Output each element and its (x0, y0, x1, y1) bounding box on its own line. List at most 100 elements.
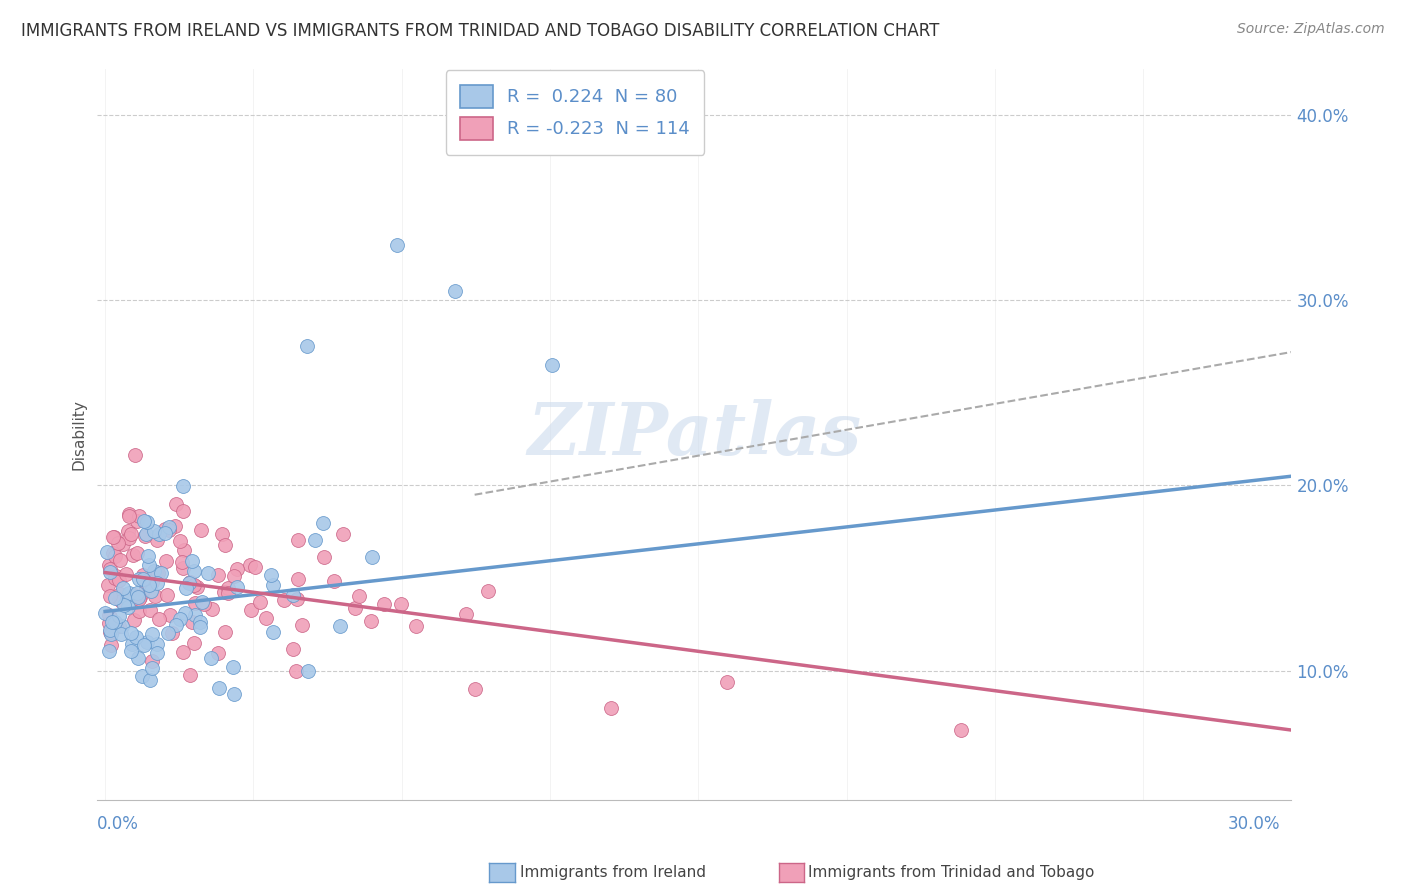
Point (273, 592, 295, 607)
Point (262, 577, 284, 591)
Point (156, 588, 179, 602)
Point (347, 589, 370, 603)
Point (184, 596, 207, 610)
Point (193, 597, 215, 611)
Point (156, 626, 179, 640)
Point (405, 618, 427, 632)
Text: IMMIGRANTS FROM IRELAND VS IMMIGRANTS FROM TRINIDAD AND TOBAGO DISABILITY CORREL: IMMIGRANTS FROM IRELAND VS IMMIGRANTS FR… (21, 22, 939, 40)
Point (135, 526, 157, 541)
Point (179, 668, 201, 682)
Point (128, 572, 150, 586)
Point (207, 568, 229, 582)
Point (157, 520, 180, 534)
Point (142, 565, 165, 579)
Point (121, 637, 143, 651)
Point (128, 508, 150, 523)
Point (245, 560, 267, 574)
Point (107, 619, 129, 633)
Point (287, 533, 309, 547)
Point (98, 566, 121, 580)
Point (111, 619, 134, 633)
Point (949, 723, 972, 737)
Y-axis label: Disability: Disability (72, 399, 86, 470)
Point (444, 284, 467, 298)
Point (285, 591, 308, 606)
Point (104, 549, 127, 563)
Point (132, 573, 155, 587)
Point (117, 599, 139, 614)
Point (149, 566, 172, 580)
Point (180, 615, 202, 629)
Point (211, 527, 233, 541)
Point (322, 574, 344, 588)
Point (107, 591, 129, 606)
Point (214, 538, 236, 552)
Point (98, 589, 121, 603)
Point (129, 591, 152, 605)
Point (169, 612, 191, 626)
Point (131, 572, 153, 586)
Point (103, 620, 125, 634)
Point (177, 576, 200, 591)
Point (108, 587, 131, 601)
Point (153, 526, 176, 541)
Point (112, 598, 135, 612)
Point (312, 516, 335, 531)
Point (183, 578, 205, 592)
Point (599, 701, 621, 715)
Point (131, 669, 153, 683)
Point (138, 558, 160, 573)
Point (262, 624, 284, 639)
Point (385, 237, 408, 252)
Point (134, 528, 156, 542)
Point (172, 504, 194, 518)
Point (104, 620, 127, 634)
Point (136, 634, 159, 648)
Point (145, 590, 167, 604)
Point (101, 615, 124, 630)
Point (146, 637, 169, 651)
Point (132, 638, 155, 652)
Point (114, 567, 136, 582)
Point (200, 651, 222, 665)
Point (103, 530, 125, 544)
Point (104, 615, 127, 629)
Point (128, 604, 150, 618)
Point (172, 555, 194, 569)
Point (104, 571, 127, 585)
Point (97, 607, 120, 622)
Point (112, 581, 135, 595)
Point (136, 549, 159, 563)
Point (125, 546, 148, 560)
Point (179, 574, 201, 589)
Point (373, 598, 395, 612)
Point (139, 673, 162, 687)
Point (186, 580, 208, 594)
Text: Source: ZipAtlas.com: Source: ZipAtlas.com (1237, 22, 1385, 37)
Point (389, 597, 412, 611)
Point (361, 549, 384, 564)
Point (214, 585, 236, 599)
Point (169, 534, 191, 549)
Point (157, 523, 180, 537)
Text: Immigrants from Trinidad and Tobago: Immigrants from Trinidad and Tobago (808, 865, 1095, 880)
Point (201, 601, 224, 615)
Point (98, 562, 121, 576)
Point (124, 448, 146, 462)
Point (111, 537, 134, 551)
Point (146, 646, 169, 660)
Point (541, 358, 564, 372)
Point (141, 575, 163, 590)
Point (145, 565, 167, 579)
Point (118, 531, 141, 545)
Point (98, 625, 121, 640)
Point (454, 607, 477, 621)
Point (360, 614, 382, 628)
Point (141, 627, 163, 641)
Text: Immigrants from Ireland: Immigrants from Ireland (520, 865, 706, 880)
Point (97, 644, 120, 658)
Point (115, 591, 138, 605)
Point (142, 524, 165, 539)
Point (103, 530, 125, 544)
Point (477, 584, 499, 599)
